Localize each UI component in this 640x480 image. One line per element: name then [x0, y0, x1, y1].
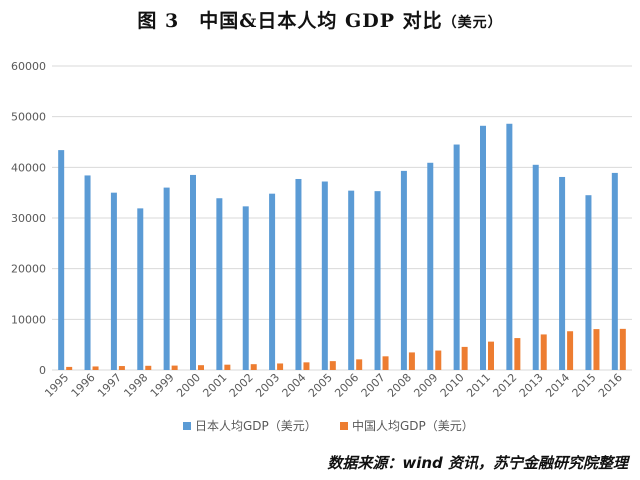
legend: 日本人均GDP（美元） 中国人均GDP（美元）: [183, 418, 474, 433]
japan-gdp-bar: [242, 206, 249, 370]
japan-gdp-bar: [453, 144, 460, 370]
japan-gdp-bar: [269, 193, 276, 370]
japan-gdp-bar: [480, 125, 486, 370]
china-gdp-bar: [171, 365, 178, 370]
japan-gdp-bar: [400, 170, 407, 370]
y-axis: 0 10000 20000 30000 40000 50000 60000: [11, 60, 46, 377]
x-tick-label: 2008: [385, 371, 414, 400]
japan-gdp-bar: [137, 208, 144, 370]
japan-gdp-bar: [163, 187, 170, 370]
x-axis: 1995199619971998199920002001200220032004…: [42, 371, 625, 400]
y-tick-label: 30000: [11, 212, 46, 225]
y-tick-label: 20000: [11, 263, 46, 276]
japan-gdp-bar: [190, 174, 196, 370]
x-tick-label: 2016: [596, 371, 625, 400]
china-gdp-bar: [435, 350, 442, 370]
japan-gdp-bar: [295, 178, 302, 370]
china-gdp-bar: [303, 362, 310, 370]
japan-gdp-bar: [110, 192, 117, 370]
x-tick-label: 2013: [517, 371, 546, 400]
china-gdp-bar: [382, 356, 389, 370]
china-gdp-bar: [619, 328, 626, 370]
china-gdp-bar: [540, 334, 547, 370]
x-tick-label: 2005: [306, 371, 335, 400]
china-gdp-bar: [198, 365, 204, 370]
x-tick-label: 2000: [174, 371, 203, 400]
x-tick-label: 2007: [359, 371, 388, 400]
china-gdp-bar: [329, 361, 336, 370]
x-tick-label: 2014: [543, 371, 572, 400]
china-gdp-bar: [66, 366, 73, 370]
x-tick-label: 2010: [438, 371, 467, 400]
y-tick-label: 40000: [11, 161, 46, 174]
japan-gdp-bar: [611, 172, 618, 370]
legend-japan-label: 日本人均GDP（美元）: [195, 419, 317, 433]
chart-title-unit: （美元）: [442, 15, 503, 31]
japan-gdp-bar: [506, 123, 513, 370]
japan-gdp-bar: [216, 198, 223, 370]
x-tick-label: 2011: [464, 371, 493, 400]
china-gdp-bar: [145, 365, 152, 370]
bars: [58, 123, 626, 370]
x-tick-label: 2004: [280, 371, 309, 400]
china-gdp-bar: [118, 366, 125, 370]
x-tick-label: 2006: [332, 371, 361, 400]
x-tick-label: 2002: [227, 371, 256, 400]
x-tick-label: 1996: [69, 371, 98, 400]
china-gdp-bar: [92, 366, 99, 370]
x-tick-label: 1995: [42, 371, 71, 400]
chart-title-main: 图 3 中国&日本人均 GDP 对比: [137, 10, 443, 32]
x-tick-label: 2012: [490, 371, 519, 400]
legend-china-swatch: [340, 422, 348, 430]
chart-title: 图 3 中国&日本人均 GDP 对比（美元）: [0, 6, 640, 33]
japan-gdp-bar: [58, 150, 65, 370]
china-gdp-bar: [356, 359, 363, 370]
x-tick-label: 1999: [148, 371, 177, 400]
japan-gdp-bar: [585, 195, 592, 370]
x-tick-label: 1998: [121, 371, 150, 400]
china-gdp-bar: [514, 338, 521, 370]
japan-gdp-bar: [321, 181, 328, 370]
legend-japan-swatch: [183, 422, 191, 430]
x-tick-label: 2001: [200, 371, 229, 400]
china-gdp-bar: [408, 352, 415, 370]
china-gdp-bar: [593, 329, 600, 370]
y-tick-label: 50000: [11, 111, 46, 124]
x-tick-label: 2003: [253, 371, 282, 400]
japan-gdp-bar: [532, 164, 539, 370]
japan-gdp-bar: [84, 175, 91, 370]
japan-gdp-bar: [427, 162, 434, 370]
china-gdp-bar: [567, 331, 574, 370]
y-tick-label: 0: [39, 364, 46, 377]
china-gdp-bar: [224, 364, 231, 370]
y-tick-label: 10000: [11, 313, 46, 326]
x-tick-label: 2009: [411, 371, 440, 400]
source-note: 数据来源：wind 资讯，苏宁金融研究院整理: [327, 454, 628, 472]
y-tick-label: 60000: [11, 60, 46, 73]
x-tick-label: 2015: [570, 371, 599, 400]
japan-gdp-bar: [374, 191, 381, 370]
legend-china-label: 中国人均GDP（美元）: [352, 418, 474, 433]
china-gdp-bar: [461, 346, 468, 370]
china-gdp-bar: [488, 341, 494, 370]
japan-gdp-bar: [348, 190, 355, 370]
china-gdp-bar: [277, 363, 284, 370]
japan-gdp-bar: [559, 176, 566, 370]
x-tick-label: 1997: [95, 371, 124, 400]
china-gdp-bar: [250, 364, 257, 370]
